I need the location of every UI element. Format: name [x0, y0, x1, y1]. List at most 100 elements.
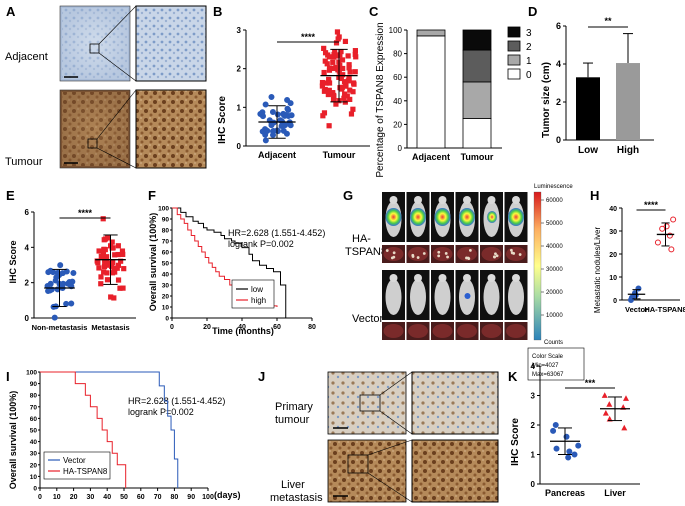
- legend-label: low: [251, 285, 263, 294]
- zoom-line: [379, 410, 413, 435]
- liver-nodule: [416, 256, 420, 259]
- data-point: [46, 287, 53, 294]
- panel-f-letter: F: [148, 188, 156, 203]
- data-point: [101, 263, 108, 270]
- data-point: [341, 79, 348, 85]
- y-tick-label: 40: [162, 272, 170, 279]
- chart-d: 0 2 4 6 Low High **: [556, 16, 654, 156]
- mouse-body: [483, 279, 500, 315]
- panel-j-label-primary: Primary tumour: [275, 401, 313, 426]
- y-tick-label: 50: [30, 428, 38, 435]
- data-point: [321, 45, 327, 51]
- category-label: Vector: [625, 305, 648, 314]
- luminescence-signal: [434, 208, 451, 226]
- data-point: [322, 58, 328, 64]
- liver-organ: [383, 324, 404, 338]
- data-point: [319, 83, 325, 89]
- y-tick-label: 6: [556, 21, 561, 31]
- panel-d-letter: D: [528, 4, 537, 19]
- data-point: [621, 424, 628, 431]
- y-tick-label: 50: [162, 261, 170, 268]
- liver-nodule: [509, 248, 513, 252]
- data-point: [105, 235, 111, 241]
- data-point: [601, 392, 608, 398]
- x-tick-label: 80: [308, 324, 316, 331]
- legend-label: high: [251, 296, 266, 305]
- j-label-line: metastasis: [270, 492, 323, 504]
- signif-label: ***: [585, 378, 596, 388]
- mouse-head: [463, 196, 471, 204]
- data-point: [119, 248, 126, 254]
- y-tick-label: 0: [25, 314, 30, 323]
- y-tick-label: 60: [30, 416, 38, 423]
- legend-box: [43, 451, 111, 480]
- legend-swatch: [507, 54, 521, 66]
- data-point: [342, 91, 348, 97]
- category-label: Non-metastasis: [32, 323, 88, 332]
- data-point: [63, 300, 70, 307]
- data-point: [47, 280, 54, 287]
- mouse-head: [389, 196, 398, 204]
- data-point: [120, 251, 126, 257]
- x-tick-label: 50: [120, 494, 128, 501]
- x-tick-label: 100: [202, 494, 214, 501]
- legend-label: Vector: [63, 456, 86, 465]
- panel-b-letter: B: [213, 4, 222, 19]
- liver-nodule: [493, 255, 496, 259]
- panel-g-label-ha: HA-TSPAN8: [345, 233, 387, 258]
- data-point: [323, 80, 330, 86]
- y-tick-label: 3: [237, 26, 242, 35]
- data-point: [270, 131, 277, 138]
- liver-organ: [457, 324, 477, 338]
- stacked-bar-segment: [462, 49, 492, 83]
- legend-swatch: [507, 26, 521, 38]
- y-tick-label: 70: [162, 239, 170, 246]
- y-tick-label: 6: [25, 208, 30, 217]
- y-tick-label: 40: [30, 439, 38, 446]
- category-label: Low: [578, 145, 598, 156]
- y-tick-label: 20: [162, 294, 170, 301]
- data-point: [339, 57, 346, 63]
- x-tick-label: 70: [154, 494, 162, 501]
- x-tick-label: 30: [87, 494, 95, 501]
- stacked-bar-segment: [416, 35, 446, 149]
- signif-label: **: [604, 16, 612, 26]
- y-tick-label: 2: [556, 97, 561, 107]
- y-tick-label: 90: [30, 381, 38, 388]
- category-label: HA-TSPAN8: [644, 305, 685, 314]
- data-point: [104, 259, 110, 265]
- liver-nodule: [494, 252, 497, 256]
- liver-organ: [506, 324, 526, 338]
- luminescence-signal: [508, 208, 524, 226]
- liver-nodule: [512, 252, 516, 255]
- data-point: [51, 314, 58, 321]
- data-point: [98, 274, 104, 280]
- stacked-bar-segment: [462, 29, 492, 51]
- data-point: [330, 59, 336, 65]
- data-point: [606, 401, 613, 407]
- liver-organ: [481, 324, 502, 338]
- g-label-line: HA-: [352, 233, 371, 245]
- panel-f-logrank: logrank P=0.002: [228, 239, 294, 249]
- survival-curve: [172, 207, 287, 318]
- data-point: [284, 105, 291, 112]
- data-point: [111, 268, 117, 274]
- data-point: [110, 259, 116, 265]
- data-point: [268, 122, 275, 129]
- data-point: [565, 454, 572, 461]
- y-tick-label: 10: [162, 305, 170, 312]
- liver-nodule: [437, 250, 441, 254]
- y-tick-label: 3: [531, 392, 536, 401]
- mouse-head: [414, 196, 422, 204]
- mouse-head: [414, 274, 422, 282]
- ihc-tumour-core-texture: [62, 92, 128, 166]
- mouse-head: [463, 274, 471, 282]
- panel-f-hr: HR=2.628 (1.551-4.452): [228, 228, 325, 238]
- y-tick-label: 30: [30, 451, 38, 458]
- data-point: [325, 91, 331, 98]
- data-point: [120, 285, 126, 291]
- data-point: [352, 48, 359, 54]
- category-label: Tumour: [461, 152, 494, 162]
- y-tick-label: 0: [398, 144, 403, 153]
